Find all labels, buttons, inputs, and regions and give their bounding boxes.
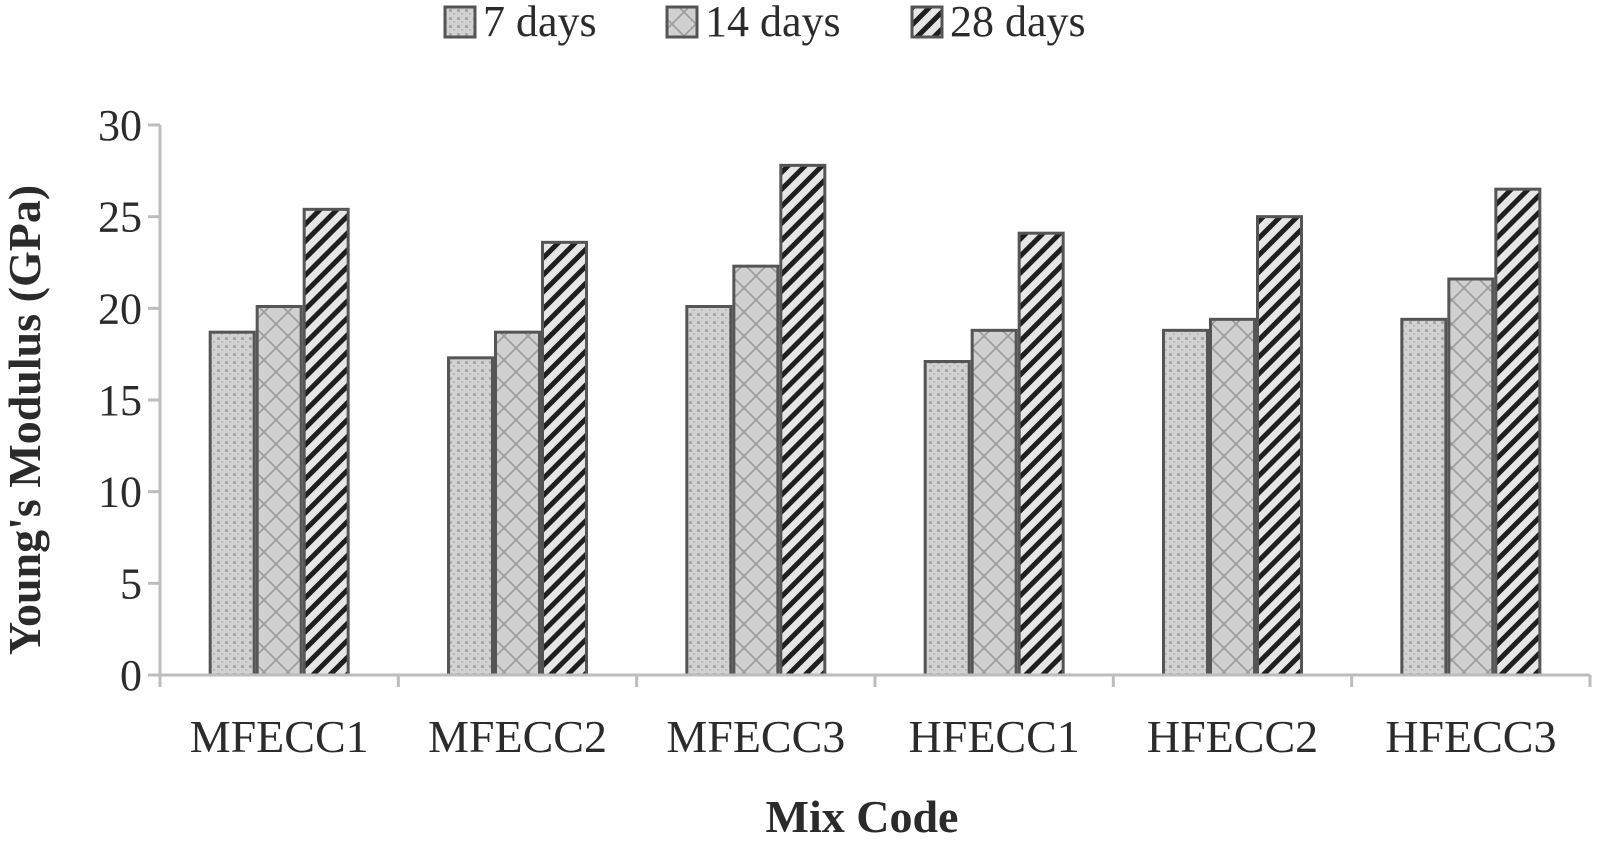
legend: 7 days 14 days 28 days: [443, 0, 1086, 46]
bar-mfecc1-7-days: [208, 330, 256, 677]
bar-mfecc1-14-days: [255, 305, 303, 677]
x-tick-label: HFECC1: [909, 711, 1080, 762]
x-tick-label: HFECC2: [1147, 711, 1318, 762]
legend-label: 28 days: [950, 0, 1086, 46]
y-tick-label: 10: [98, 468, 142, 517]
bars: [208, 163, 1542, 677]
bar-hfecc3-14-days: [1447, 277, 1495, 677]
bar-mfecc2-28-days: [541, 240, 588, 677]
bar-hfecc2-28-days: [1256, 215, 1303, 677]
x-axis-title: Mix Code: [766, 791, 959, 842]
x-tick-label: MFECC2: [428, 711, 607, 762]
legend-swatch: [910, 5, 944, 39]
y-axis-ticks: 0 5 10 15 20 25 30: [98, 101, 142, 700]
bar-hfecc3-28-days: [1494, 187, 1542, 677]
bar-hfecc3-7-days: [1400, 317, 1448, 677]
y-tick-label: 30: [98, 101, 142, 150]
bar-mfecc3-7-days: [685, 305, 733, 677]
legend-swatch: [443, 5, 477, 39]
y-tick-label: 15: [98, 376, 142, 425]
bar-mfecc3-28-days: [779, 163, 827, 677]
bar-mfecc1-28-days: [302, 207, 350, 677]
x-axis-ticks: MFECC1 MFECC2 MFECC3 HFECC1 HFECC2 HFECC3: [190, 711, 1557, 762]
bar-mfecc3-14-days: [732, 264, 780, 677]
bar-mfecc2-14-days: [494, 330, 541, 677]
bar-hfecc1-7-days: [923, 360, 971, 677]
bar-hfecc1-14-days: [970, 328, 1018, 677]
bar-hfecc2-14-days: [1209, 317, 1256, 677]
x-tick-label: HFECC3: [1385, 711, 1556, 762]
bar-hfecc1-28-days: [1017, 231, 1065, 677]
legend-label: 7 days: [483, 0, 597, 46]
bar-mfecc2-7-days: [447, 356, 494, 677]
legend-swatch: [665, 5, 699, 39]
y-tick-label: 5: [120, 559, 142, 608]
bar-hfecc2-7-days: [1162, 328, 1209, 677]
legend-label: 14 days: [705, 0, 841, 46]
axes: [148, 123, 1592, 687]
x-tick-label: MFECC3: [666, 711, 845, 762]
y-axis-title: Young's Modulus (GPa): [0, 185, 50, 655]
y-tick-label: 25: [98, 193, 142, 242]
y-tick-label: 0: [120, 651, 142, 700]
y-tick-label: 20: [98, 284, 142, 333]
x-tick-label: MFECC1: [190, 711, 369, 762]
